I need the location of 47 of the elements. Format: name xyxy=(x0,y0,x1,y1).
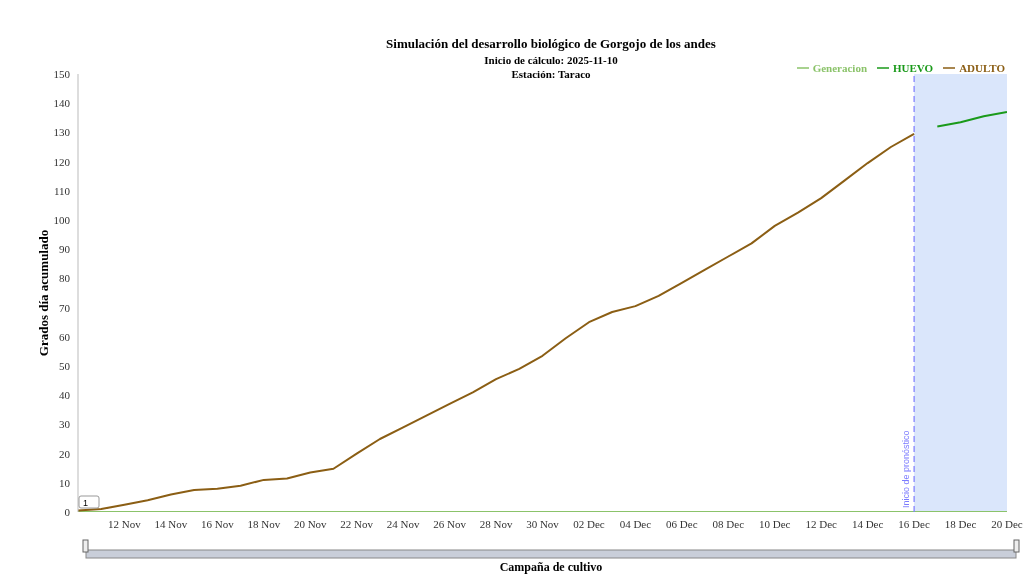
y-tick-label: 40 xyxy=(59,389,71,402)
y-tick-label: 110 xyxy=(53,184,71,197)
y-tick-label: 140 xyxy=(53,97,71,110)
x-axis-title: Campaña de cultivo xyxy=(498,560,604,575)
y-tick-label: 30 xyxy=(59,418,71,431)
y-tick-label: 50 xyxy=(59,359,71,372)
x-tick-label: 20 Dec xyxy=(991,517,1023,530)
x-tick-label: 18 Nov xyxy=(247,517,281,530)
x-tick-label: 30 Nov xyxy=(526,517,560,530)
x-tick-label: 16 Dec xyxy=(898,517,930,530)
y-tick-label: 90 xyxy=(59,243,71,256)
y-tick-label: 120 xyxy=(53,155,71,168)
y-tick-label: 70 xyxy=(59,301,71,314)
x-tick-label: 24 Nov xyxy=(386,517,420,530)
x-tick-label: 12 Nov xyxy=(108,517,142,530)
x-tick-label: 06 Dec xyxy=(666,517,698,530)
x-tick-label: 04 Dec xyxy=(619,517,652,530)
y-tick-label: 20 xyxy=(59,447,71,460)
x-tick-label: 10 Dec xyxy=(759,517,791,530)
x-tick-label: 26 Nov xyxy=(433,517,467,530)
legend-label: ADULTO xyxy=(959,62,1005,74)
y-tick-label: 10 xyxy=(59,476,71,489)
y-tick-label: 80 xyxy=(59,272,71,285)
x-tick-label: 14 Dec xyxy=(851,517,884,530)
x-tick-label: 20 Nov xyxy=(293,517,328,530)
y-tick-label: 130 xyxy=(53,126,71,139)
x-tick-label: 14 Nov xyxy=(154,517,188,530)
line-series xyxy=(936,110,1007,128)
x-tick-label: 22 Nov xyxy=(340,517,374,530)
x-tick-label: 16 Nov xyxy=(201,517,235,530)
x-tick-label: 12 Dec xyxy=(805,517,838,530)
y-tick-label: 60 xyxy=(59,330,71,343)
ref-line-label: Inicio de pronóstico xyxy=(901,430,912,508)
chart-title: Simulación del desarrollo biológico de Gorgojo de los andes xyxy=(385,36,717,52)
annotation: 1 xyxy=(83,498,89,508)
line-series xyxy=(78,132,916,512)
legend-label: HUEVO xyxy=(893,62,934,74)
y-tick-label: 0 xyxy=(64,505,71,518)
x-tick-label: 02 Dec xyxy=(573,517,605,530)
x-tick-label: 18 Dec xyxy=(944,517,977,530)
y-tick-label: 150 xyxy=(53,67,71,80)
y-tick-label: 100 xyxy=(53,213,71,226)
legend-label: Generacion xyxy=(812,62,868,74)
x-tick-label: 08 Dec xyxy=(712,517,745,530)
y-axis-title: Grados día acumulado xyxy=(35,229,51,357)
x-tick-label: 28 Nov xyxy=(479,517,513,530)
chart-subtitle: Inicio de cálculo: 2025-11-10 Estación: Taraco xyxy=(484,54,618,80)
